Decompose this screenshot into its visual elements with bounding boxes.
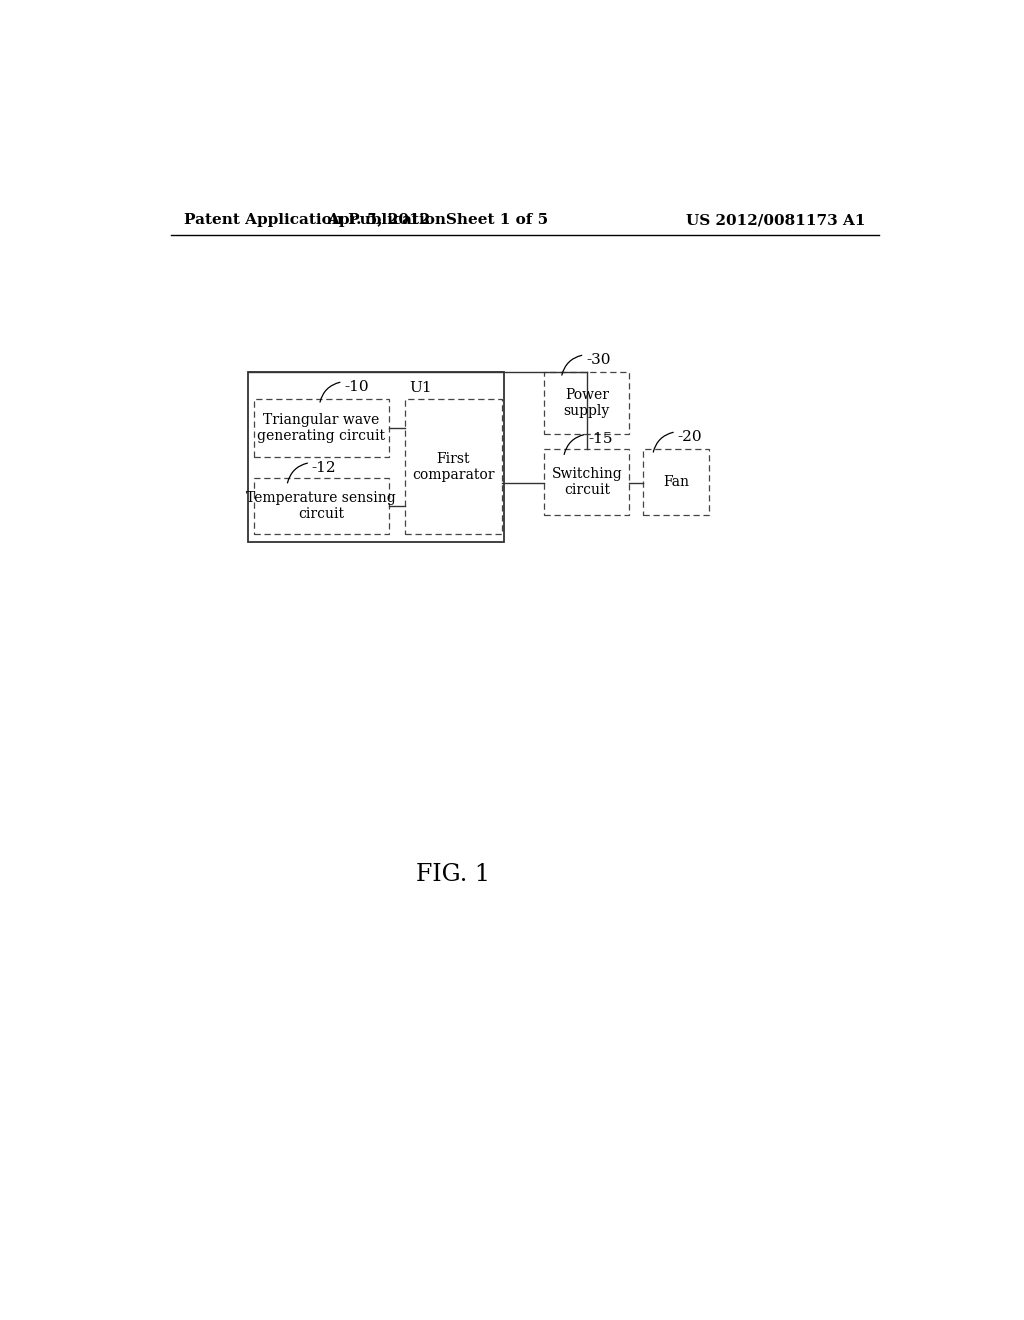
Text: Fan: Fan: [664, 475, 689, 490]
Bar: [248, 372, 504, 543]
Text: Patent Application Publication: Patent Application Publication: [183, 213, 445, 227]
Bar: [254, 478, 389, 535]
Bar: [254, 400, 389, 457]
Text: -10: -10: [344, 380, 369, 395]
Text: -15: -15: [589, 433, 612, 446]
Bar: [544, 449, 630, 515]
Bar: [404, 400, 502, 535]
Bar: [643, 449, 710, 515]
Text: -30: -30: [586, 354, 610, 367]
Text: Switching
circuit: Switching circuit: [552, 467, 623, 498]
Text: Power
supply: Power supply: [563, 388, 610, 418]
Text: FIG. 1: FIG. 1: [417, 863, 490, 886]
Text: -20: -20: [678, 430, 702, 444]
Text: U1: U1: [410, 380, 432, 395]
Text: Apr. 5, 2012   Sheet 1 of 5: Apr. 5, 2012 Sheet 1 of 5: [328, 213, 549, 227]
Bar: [544, 372, 630, 434]
Text: Triangular wave
generating circuit: Triangular wave generating circuit: [257, 413, 385, 444]
Text: Temperature sensing
circuit: Temperature sensing circuit: [247, 491, 396, 521]
Text: First
comparator: First comparator: [412, 451, 495, 482]
Text: -12: -12: [311, 461, 336, 475]
Text: US 2012/0081173 A1: US 2012/0081173 A1: [686, 213, 866, 227]
